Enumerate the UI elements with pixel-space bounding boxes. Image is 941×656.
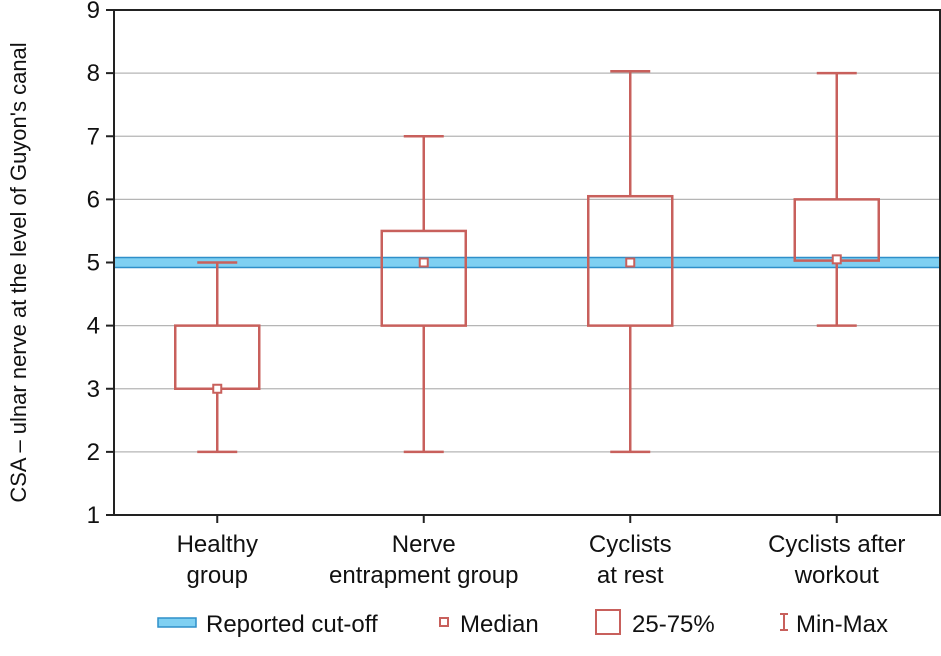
- iqr-box: [380, 229, 467, 327]
- legend-iqr-swatch: [595, 609, 621, 635]
- legend-median-swatch: [439, 617, 449, 627]
- median-marker: [212, 383, 223, 394]
- y-tick-label: 1: [87, 502, 100, 529]
- y-tick-label: 6: [87, 186, 100, 213]
- x-category-label: Cyclists after: [768, 531, 905, 558]
- cutoff-line-layer: [113, 256, 941, 269]
- x-category-label: Nerve: [392, 531, 456, 558]
- x-category-label: workout: [794, 562, 879, 589]
- x-category-label: Cyclists: [589, 531, 672, 558]
- x-category-label: group: [187, 562, 248, 589]
- box-group: [174, 261, 261, 454]
- y-tick-labels: 1 2 3 4 5 6 7 8 9: [87, 0, 114, 529]
- y-tick-label: 4: [87, 313, 100, 340]
- y-axis-label: CSA – ulnar nerve at the level of Guyon'…: [6, 42, 31, 502]
- legend-label-minmax: Min-Max: [796, 611, 888, 638]
- legend-label-median: Median: [460, 611, 539, 638]
- box-group: [793, 71, 880, 327]
- iqr-box: [587, 194, 674, 327]
- cutoff-line: [113, 256, 941, 269]
- median-marker: [625, 257, 636, 268]
- y-tick-label: 7: [87, 123, 100, 150]
- y-tick-label: 3: [87, 376, 100, 403]
- y-tick-label: 2: [87, 439, 100, 466]
- x-category-label: Healthy: [177, 531, 258, 558]
- boxes-layer: [174, 69, 880, 454]
- box-group: [380, 135, 467, 454]
- y-tick-label: 9: [87, 0, 100, 24]
- x-category-labels: Healthy group Nerve entrapment group Cyclist…: [177, 515, 905, 589]
- legend-label-cutoff: Reported cut-off: [206, 611, 378, 638]
- y-tick-label: 8: [87, 60, 100, 87]
- median-marker: [831, 254, 842, 265]
- legend-cutoff-swatch: [157, 617, 197, 628]
- legend: Reported cut-off Median 25-75% Min-Max: [157, 609, 888, 638]
- x-category-label: entrapment group: [329, 562, 518, 589]
- median-marker: [418, 257, 429, 268]
- iqr-box: [174, 324, 261, 390]
- y-tick-label: 5: [87, 250, 100, 277]
- iqr-box: [793, 198, 880, 262]
- box-group: [587, 69, 674, 454]
- legend-label-iqr: 25-75%: [632, 611, 715, 638]
- x-category-label: at rest: [597, 562, 664, 589]
